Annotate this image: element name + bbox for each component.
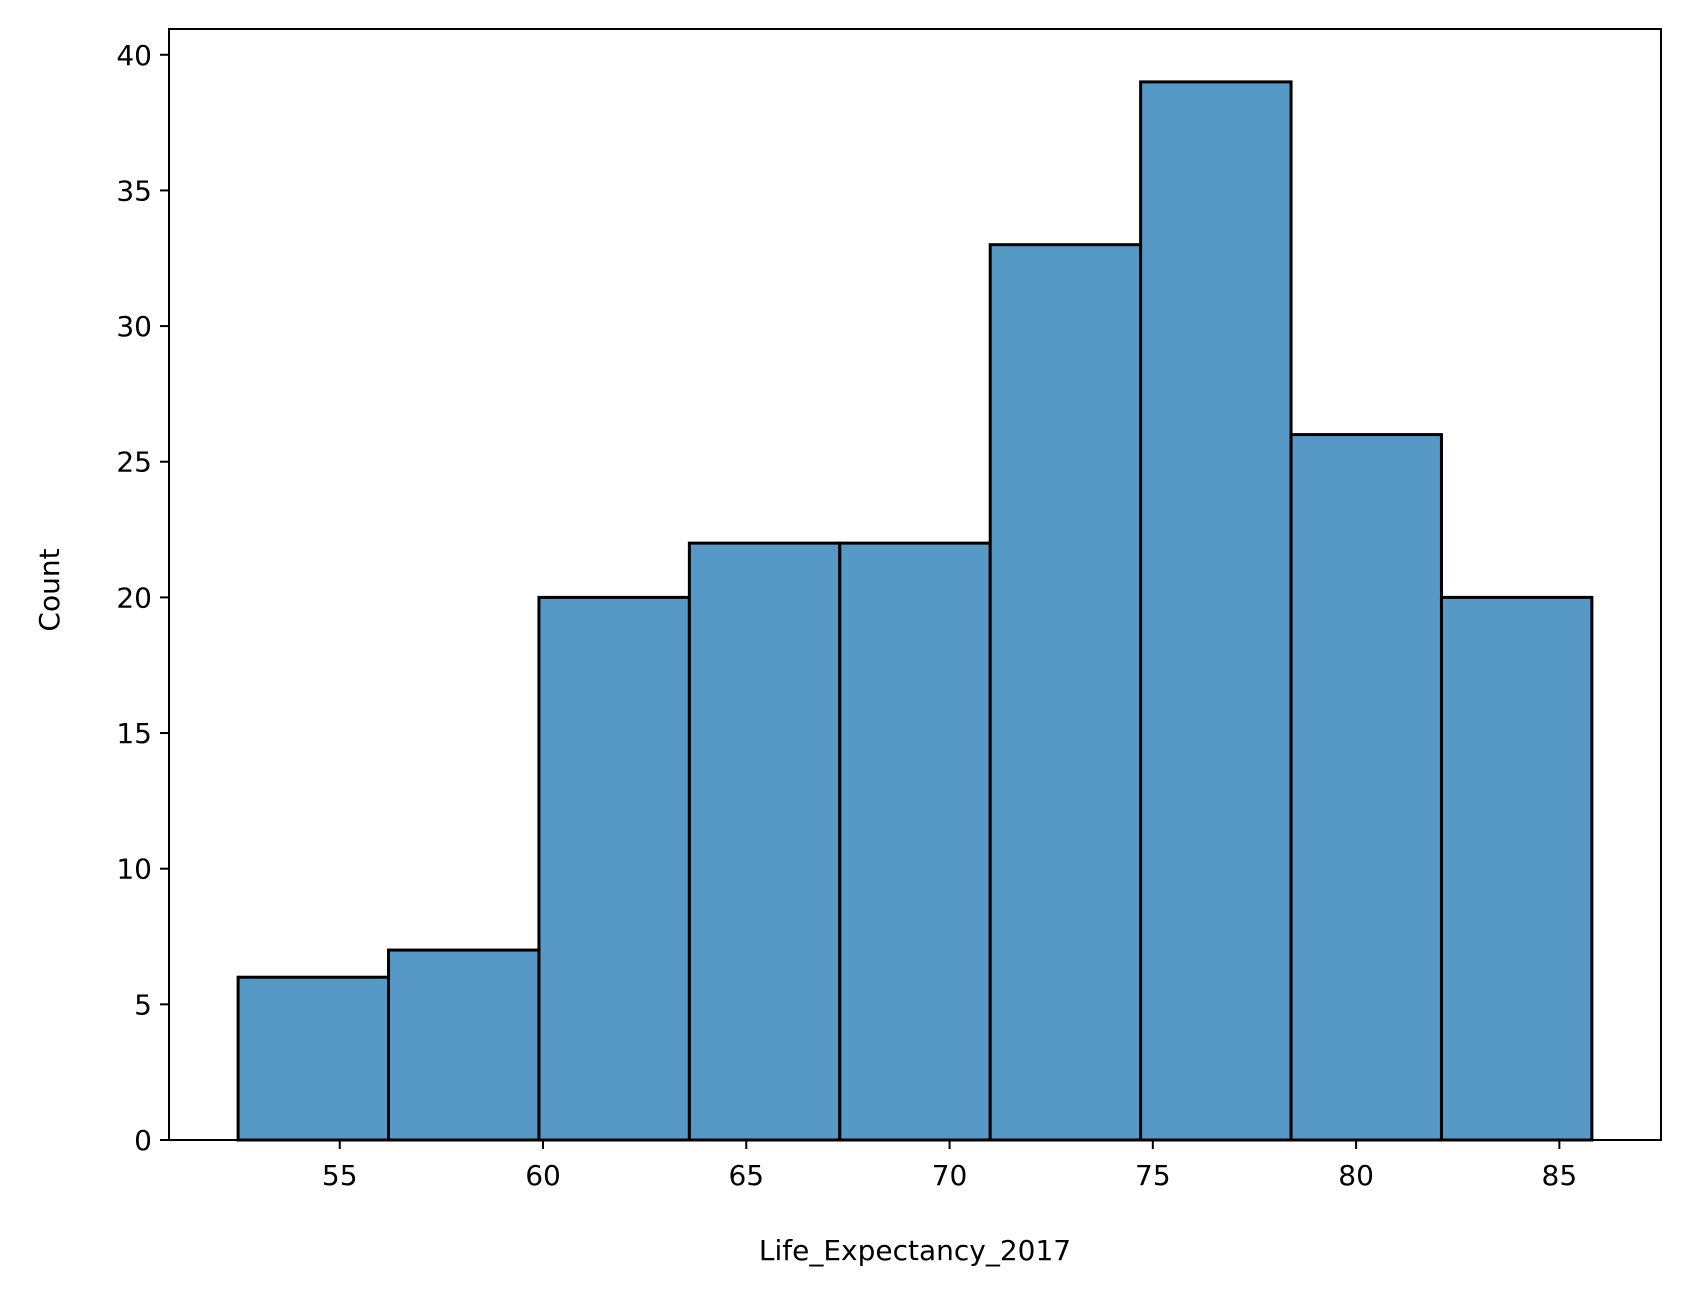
y-axis-ticks: 0 5 10 15 20 25 30 35 40 — [116, 39, 169, 1157]
x-tick-label-80: 80 — [1338, 1159, 1374, 1192]
x-tick-label-70: 70 — [932, 1159, 968, 1192]
y-tick-label-15: 15 — [116, 717, 152, 750]
y-tick-label-20: 20 — [116, 581, 152, 614]
y-tick-label-25: 25 — [116, 446, 152, 479]
y-tick-label-30: 30 — [116, 310, 152, 343]
y-tick-label-40: 40 — [116, 39, 152, 72]
histogram-bar-6 — [1139, 80, 1293, 1142]
x-axis-ticks: 55 60 65 70 75 80 85 — [322, 1140, 1577, 1192]
y-axis-label: Count — [33, 548, 66, 631]
y-tick-label-0: 0 — [134, 1124, 152, 1157]
bars-layer — [236, 80, 1594, 1142]
y-tick-label-35: 35 — [116, 174, 152, 207]
plot-frame — [168, 28, 1662, 1141]
x-tick-label-65: 65 — [728, 1159, 764, 1192]
x-tick-label-60: 60 — [525, 1159, 561, 1192]
histogram-bar-1 — [387, 948, 541, 1142]
histogram-bar-7 — [1289, 433, 1443, 1142]
histogram-bar-8 — [1439, 595, 1594, 1142]
histogram-bar-0 — [236, 975, 391, 1142]
histogram-bar-3 — [687, 541, 842, 1142]
histogram-bar-4 — [838, 541, 992, 1142]
x-tick-label-55: 55 — [322, 1159, 358, 1192]
x-axis-label: Life_Expectancy_2017 — [759, 1234, 1071, 1267]
x-tick-label-85: 85 — [1542, 1159, 1578, 1192]
y-tick-label-10: 10 — [116, 853, 152, 886]
x-tick-label-75: 75 — [1135, 1159, 1171, 1192]
histogram-bar-5 — [988, 243, 1143, 1142]
histogram-bar-2 — [537, 595, 691, 1142]
y-tick-label-5: 5 — [134, 988, 152, 1021]
